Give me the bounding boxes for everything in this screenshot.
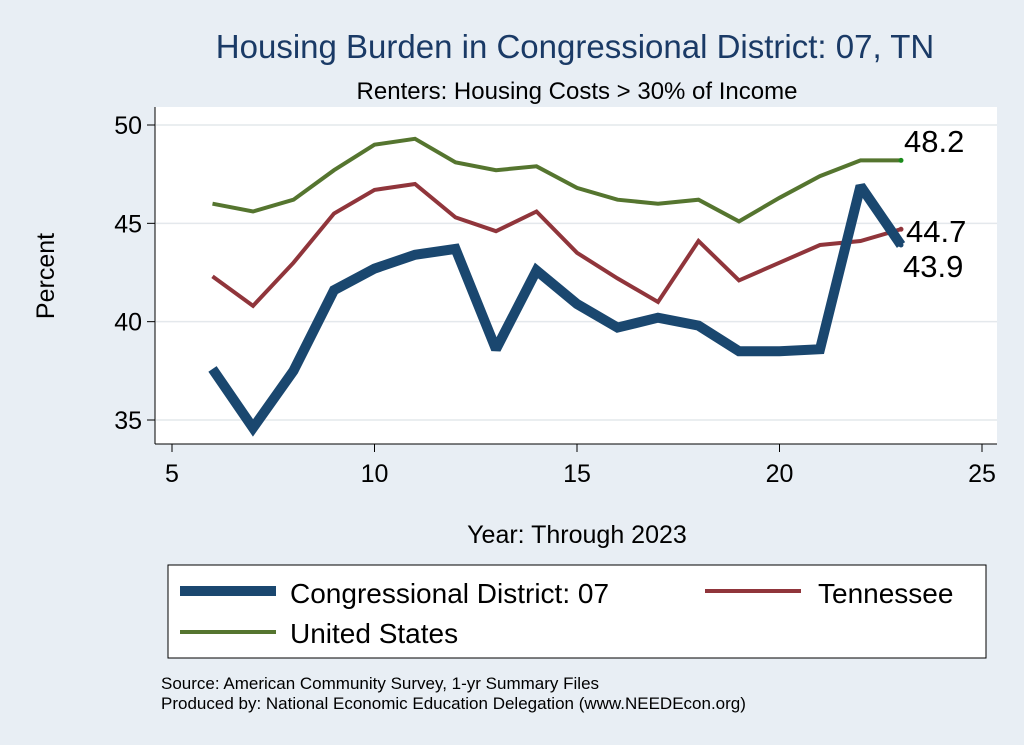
y-axis-label: Percent (32, 233, 60, 319)
chart-title: Housing Burden in Congressional District… (216, 28, 934, 65)
legend-label-tennessee: Tennessee (818, 578, 953, 609)
legend: Congressional District: 07 Tennessee Unite… (180, 578, 953, 649)
source-line-2: Produced by: National Economic Education… (161, 694, 746, 713)
y-tick-label: 40 (114, 309, 142, 337)
series-lines (208, 136, 906, 437)
legend-label-united-states: United States (290, 618, 458, 649)
legend-label-district: Congressional District: 07 (290, 578, 609, 609)
legend-box (167, 564, 987, 659)
series-line-district (208, 183, 906, 437)
x-tick-label: 5 (165, 460, 179, 488)
series-line-united-states (212, 136, 901, 224)
y-tick-label: 35 (114, 407, 142, 435)
source-line-1: Source: American Community Survey, 1-yr … (161, 674, 599, 693)
x-axis-label: Year: Through 2023 (467, 521, 687, 549)
series-end-point (898, 157, 904, 163)
chart-subtitle: Renters: Housing Costs > 30% of Income (357, 78, 798, 105)
series-end-point (898, 226, 904, 232)
x-tick-label: 10 (361, 460, 389, 488)
end-label-tennessee: 44.7 (906, 214, 966, 249)
series-end-point (898, 242, 904, 248)
y-tick-label: 45 (114, 210, 142, 238)
y-tick-label: 50 (114, 112, 142, 140)
x-tick-label: 15 (563, 460, 591, 488)
end-label-united-states: 48.2 (904, 124, 964, 159)
axis-ticks: 35 40 45 50 5 10 15 20 25 (114, 112, 996, 488)
series-line-tennessee (211, 181, 902, 309)
end-label-district: 43.9 (903, 249, 963, 284)
x-tick-label: 20 (766, 460, 794, 488)
x-tick-label: 25 (968, 460, 996, 488)
grid-lines (156, 124, 997, 421)
end-labels: 43.944.7 48.2 (903, 124, 966, 284)
